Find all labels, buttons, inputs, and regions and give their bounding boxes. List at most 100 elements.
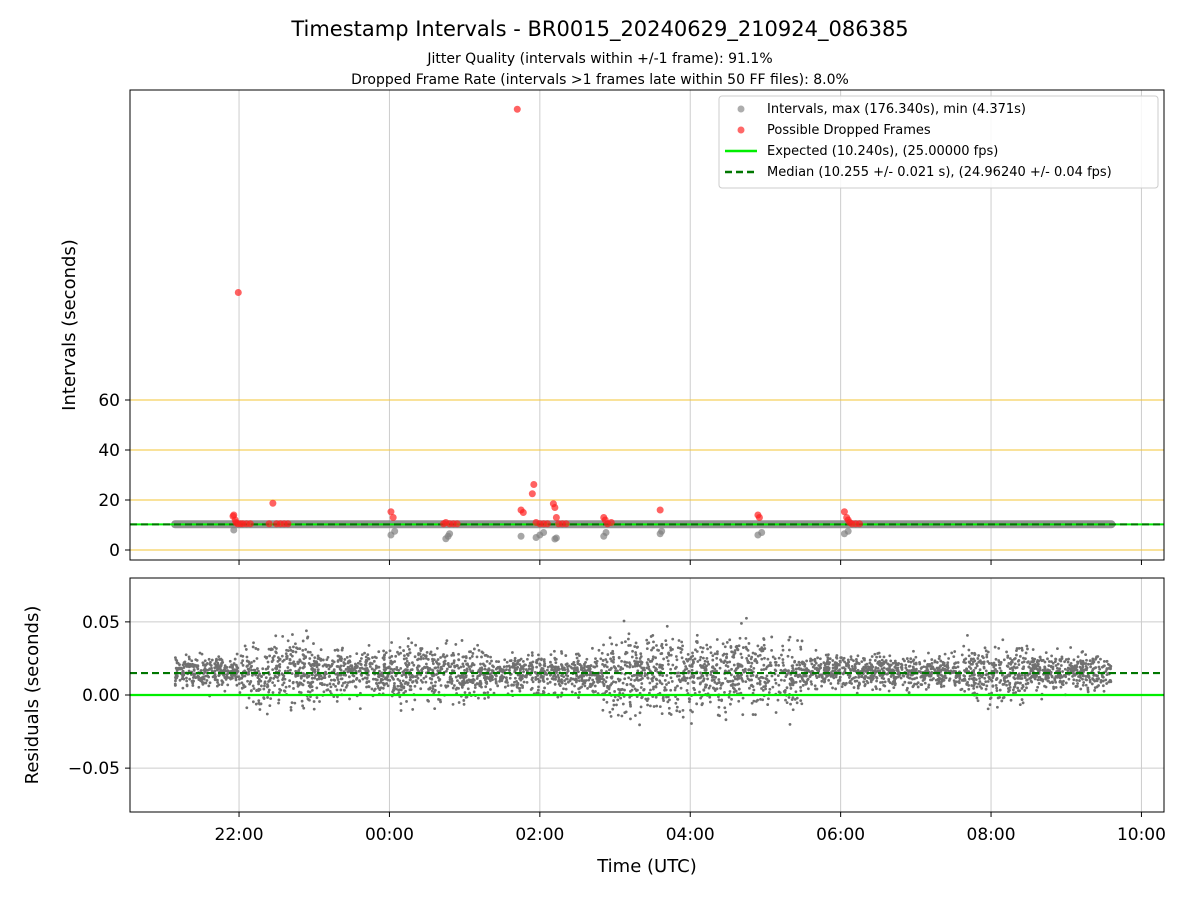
- residual-point: [237, 682, 241, 686]
- residual-point: [626, 637, 630, 641]
- residual-point: [240, 681, 244, 685]
- residual-point: [750, 701, 754, 705]
- residual-point: [640, 660, 644, 664]
- residual-point: [984, 687, 988, 691]
- residual-point: [860, 660, 864, 664]
- residual-point: [570, 667, 574, 670]
- residual-point: [278, 662, 282, 666]
- residual-point: [487, 667, 491, 670]
- residual-point: [688, 700, 691, 704]
- residual-point: [649, 635, 653, 638]
- residual-point: [206, 674, 210, 678]
- residual-point: [663, 686, 667, 689]
- residual-point: [683, 678, 687, 682]
- residual-point: [1037, 659, 1041, 663]
- residual-point: [299, 659, 302, 663]
- residual-point: [703, 662, 706, 666]
- residual-point: [513, 676, 517, 680]
- residual-point: [452, 684, 456, 687]
- residual-point: [902, 674, 906, 678]
- residual-point: [935, 661, 939, 664]
- residuals-y-tick-label: −0.05: [68, 759, 120, 779]
- residual-point: [624, 640, 627, 644]
- residual-point: [199, 669, 203, 673]
- residual-point: [286, 639, 290, 643]
- residual-point: [382, 663, 386, 667]
- residual-point: [181, 663, 185, 667]
- residual-point: [1009, 698, 1013, 702]
- residual-point: [713, 667, 717, 671]
- residual-point: [914, 661, 918, 665]
- residual-point: [1017, 672, 1021, 675]
- residual-point: [779, 668, 783, 672]
- residual-point: [393, 667, 396, 671]
- residual-point: [866, 665, 870, 669]
- residual-point: [731, 679, 734, 683]
- residual-point: [572, 661, 576, 664]
- residual-point: [912, 684, 915, 688]
- residual-point: [978, 659, 982, 663]
- residual-point: [1036, 678, 1040, 682]
- residual-point: [686, 652, 690, 656]
- residuals-y-ticks: −0.050.000.05: [68, 613, 130, 779]
- residual-point: [706, 647, 709, 651]
- residual-point: [766, 703, 770, 706]
- residual-point: [917, 669, 921, 673]
- residual-point: [727, 695, 731, 699]
- residual-point: [242, 683, 245, 687]
- residual-point: [1095, 674, 1099, 678]
- residual-point: [324, 663, 328, 667]
- residuals-y-axis-label: Residuals (seconds): [22, 606, 43, 785]
- residual-point: [761, 676, 765, 680]
- residual-point: [529, 688, 533, 691]
- residual-point: [623, 677, 627, 681]
- residual-point: [1091, 657, 1095, 661]
- residual-point: [433, 666, 437, 670]
- residual-point: [983, 646, 987, 650]
- residual-point: [820, 679, 824, 683]
- residual-point: [360, 666, 364, 670]
- residual-point: [510, 683, 514, 687]
- residual-point: [456, 679, 459, 682]
- residual-point: [810, 662, 814, 666]
- residual-point: [777, 663, 781, 667]
- residual-point: [321, 676, 325, 680]
- residual-point: [665, 624, 669, 628]
- residual-point: [560, 651, 564, 655]
- residual-point: [905, 668, 909, 672]
- residual-point: [575, 668, 579, 672]
- residual-point: [768, 687, 772, 691]
- residual-point: [301, 704, 305, 708]
- residual-point: [419, 687, 423, 691]
- residual-point: [250, 661, 253, 664]
- residual-point: [841, 672, 845, 676]
- residual-point: [619, 696, 622, 700]
- residual-point: [320, 682, 324, 685]
- residual-point: [724, 710, 728, 714]
- residual-point: [1101, 679, 1105, 683]
- residual-point: [691, 710, 694, 714]
- residual-point: [525, 657, 529, 661]
- residual-point: [973, 651, 976, 655]
- residual-point: [519, 667, 522, 671]
- residual-point: [272, 654, 276, 658]
- residual-point: [652, 675, 656, 679]
- residual-point: [414, 643, 418, 647]
- residual-point: [912, 668, 915, 672]
- residual-point: [552, 691, 556, 695]
- residual-point: [266, 667, 270, 670]
- residual-point: [654, 677, 658, 681]
- residual-point: [999, 662, 1002, 666]
- residual-point: [795, 696, 799, 700]
- residual-point: [208, 667, 212, 671]
- residual-point: [611, 707, 615, 711]
- residual-point: [315, 660, 318, 664]
- residual-point: [767, 697, 770, 701]
- residual-point: [588, 664, 591, 668]
- residual-point: [623, 660, 627, 664]
- residual-point: [944, 676, 948, 680]
- residual-point: [561, 668, 565, 672]
- residual-point: [831, 659, 835, 662]
- interval-point: [540, 529, 548, 536]
- residual-point: [687, 697, 691, 701]
